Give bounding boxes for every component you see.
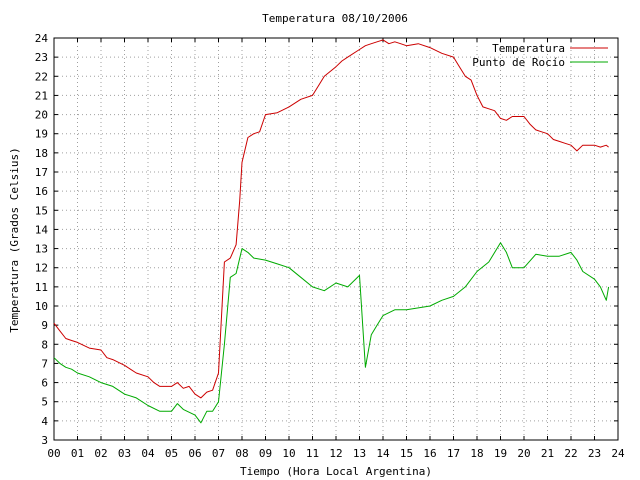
x-tick-label: 02 (94, 447, 107, 460)
y-axis-label: Temperatura (Grados Celsius) (8, 147, 21, 332)
y-tick-label: 8 (41, 338, 48, 351)
x-tick-label: 19 (494, 447, 507, 460)
x-tick-label: 15 (400, 447, 413, 460)
y-tick-label: 3 (41, 434, 48, 447)
x-tick-label: 09 (259, 447, 272, 460)
grid-lines (54, 38, 618, 440)
y-tick-label: 21 (35, 89, 48, 102)
y-tick-label: 19 (35, 128, 48, 141)
x-tick-label: 16 (423, 447, 436, 460)
x-tick-label: 24 (611, 447, 625, 460)
y-tick-label: 4 (41, 415, 48, 428)
x-tick-label: 10 (282, 447, 295, 460)
x-tick-label: 20 (517, 447, 530, 460)
x-tick-label: 11 (306, 447, 319, 460)
y-tick-label: 17 (35, 166, 48, 179)
y-tick-label: 16 (35, 185, 48, 198)
x-axis-label: Tiempo (Hora Local Argentina) (240, 465, 432, 478)
x-tick-label: 23 (588, 447, 601, 460)
x-tick-label: 17 (447, 447, 460, 460)
chart-title: Temperatura 08/10/2006 (262, 12, 408, 25)
y-tick-label: 15 (35, 204, 48, 217)
x-tick-label: 05 (165, 447, 178, 460)
y-tick-label: 12 (35, 262, 48, 275)
legend-label-punto-de-rocio: Punto de Rocío (472, 56, 565, 69)
series-line-punto-de-rocio (53, 242, 610, 424)
y-tick-label: 5 (41, 396, 48, 409)
y-tick-label: 9 (41, 319, 48, 332)
x-tick-label: 18 (470, 447, 483, 460)
x-tick-label: 22 (564, 447, 577, 460)
y-tick-label: 22 (35, 70, 48, 83)
x-tick-label: 08 (235, 447, 248, 460)
x-tick-label: 12 (329, 447, 342, 460)
legend-label-temperatura: Temperatura (492, 42, 565, 55)
y-tick-label: 24 (35, 32, 49, 45)
y-tick-label: 23 (35, 51, 48, 64)
x-tick-label: 01 (71, 447, 84, 460)
x-tick-label: 07 (212, 447, 225, 460)
y-tick-label: 18 (35, 147, 48, 160)
y-tick-label: 20 (35, 109, 48, 122)
x-tick-label: 03 (118, 447, 131, 460)
x-tick-label: 04 (141, 447, 155, 460)
x-tick-label: 13 (353, 447, 366, 460)
x-tick-label: 14 (376, 447, 390, 460)
series-group (53, 39, 610, 424)
series-line-temperatura (53, 39, 609, 399)
legend: Temperatura Punto de Rocío (472, 42, 608, 69)
y-tick-label: 6 (41, 377, 48, 390)
y-tick-label: 14 (35, 223, 49, 236)
y-tick-label: 13 (35, 243, 48, 256)
axis-ticks: 00 01 02 03 04 05 06 07 08 09 10 11 12 13 14 15 16 17 18 19… (35, 32, 625, 460)
x-tick-label: 06 (188, 447, 201, 460)
y-tick-label: 11 (35, 281, 48, 294)
y-tick-label: 10 (35, 300, 48, 313)
y-tick-label: 7 (41, 357, 48, 370)
x-tick-label: 00 (47, 447, 60, 460)
x-tick-label: 21 (541, 447, 554, 460)
